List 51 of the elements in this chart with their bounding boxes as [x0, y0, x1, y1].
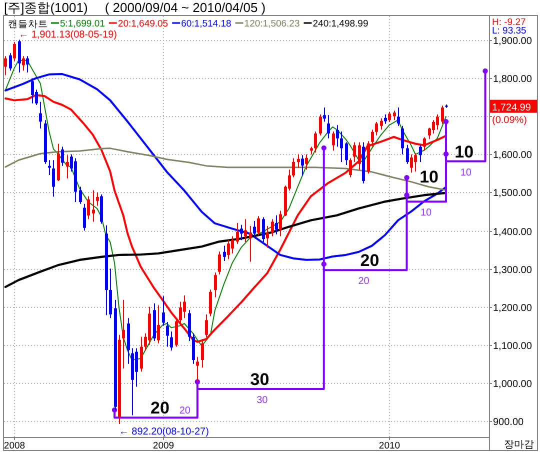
y-tick-label: 1,100.00: [493, 341, 532, 352]
point: [443, 119, 449, 124]
point: [482, 68, 488, 74]
annotation: 30: [256, 395, 268, 406]
annotation: 10: [454, 142, 474, 162]
annotation: 10: [420, 208, 432, 219]
candlestick: [445, 104, 448, 108]
line-series: [4, 148, 447, 191]
legend-label: 20:1,649.05: [118, 18, 168, 30]
x-tick-label: 2008: [4, 440, 26, 452]
annotation: ← 1,901.13(08-05-19): [18, 30, 117, 41]
x-tick-label: 2009: [152, 440, 174, 452]
y-tick-label: 1,600.00: [493, 150, 532, 161]
text: L: 93.35: [492, 26, 526, 36]
chart-subtitle: ( 2000/09/04 ~ 2010/04/05 ): [104, 0, 266, 15]
annotation: 30: [250, 370, 270, 390]
text: (0.09%): [492, 114, 528, 126]
annotation: 20: [358, 276, 370, 288]
y-tick-label: 1,400.00: [493, 227, 532, 238]
y-tick-label: 1,500.00: [493, 188, 532, 199]
point: [443, 151, 449, 157]
text: 1,724.99: [492, 102, 532, 114]
candlestick: [92, 190, 95, 222]
chart-title: [주]종합(1001): [4, 0, 88, 15]
line-series: [4, 192, 448, 288]
point: [404, 192, 410, 198]
text: H: -9.27: [492, 17, 526, 28]
line-series: [4, 60, 447, 361]
annotation: 10: [460, 167, 472, 178]
annotation: 20: [179, 406, 191, 417]
y-tick-label: 1,200.00: [493, 303, 532, 314]
point: [321, 145, 326, 151]
y-tick-label: 1,000.00: [493, 379, 532, 390]
x-tick-label: 2010: [378, 440, 400, 452]
annotation: 20: [360, 251, 380, 270]
y-tick-label: 900.00: [493, 417, 524, 428]
text: 장마감: [504, 440, 534, 450]
y-tick-label: 1,300.00: [493, 265, 532, 276]
point: [321, 261, 326, 267]
legend-label: 5:1,699.01: [60, 18, 105, 30]
legend-title: 캔들차트: [8, 19, 48, 30]
candlestick: [122, 300, 125, 368]
y-tick-label: 1,900.00: [493, 36, 532, 47]
annotation: 20: [150, 398, 170, 418]
y-tick-label: 1,800.00: [493, 74, 532, 85]
legend-label: 60:1,514.18: [181, 18, 232, 30]
annotation: 10: [420, 168, 439, 187]
point: [404, 175, 410, 180]
annotation: ← 892.20(08-10-27): [118, 426, 209, 438]
legend-label: 240:1,498.99: [312, 18, 368, 30]
legend-label: 120:1,506.23: [244, 18, 300, 30]
